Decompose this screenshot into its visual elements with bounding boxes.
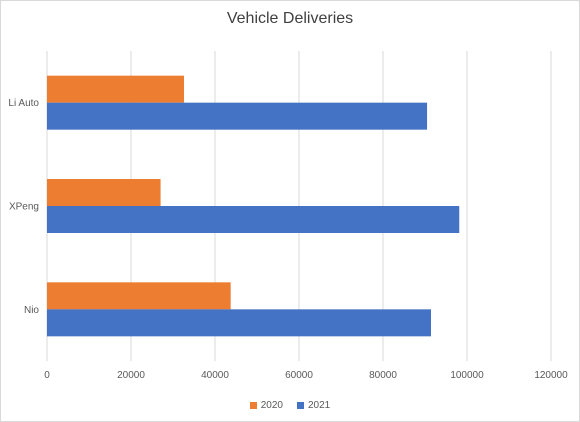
chart-title: Vehicle Deliveries — [226, 10, 354, 27]
bar-nio-2020 — [47, 282, 231, 310]
legend-swatch-2020 — [249, 402, 257, 409]
category-label-nio: Nio — [24, 305, 39, 316]
x-tick-label-120000: 120000 — [534, 370, 568, 381]
legend-item-2020: 2020 — [249, 400, 283, 411]
legend-label-2020: 2020 — [260, 400, 283, 411]
bar-li-auto-2020 — [47, 75, 185, 103]
x-tick-label-20000: 20000 — [117, 370, 145, 381]
legend-item-2021: 2021 — [297, 400, 330, 411]
legend: 2020 2021 — [1, 400, 579, 411]
bar-nio-2021 — [47, 309, 432, 337]
legend-label-2021: 2021 — [308, 400, 331, 411]
x-tick-label-60000: 60000 — [285, 370, 313, 381]
x-tick-labels: 0 20000 40000 60000 80000 100000 120000 — [44, 370, 568, 381]
bar-xpeng-2020 — [47, 179, 161, 206]
x-tick-label-100000: 100000 — [450, 370, 484, 381]
bar-li-auto-2021 — [47, 102, 428, 130]
category-label-xpeng: XPeng — [9, 202, 39, 213]
legend-swatch-2021 — [297, 402, 304, 409]
category-label-li-auto: Li Auto — [8, 98, 39, 109]
category-labels: Li Auto XPeng Nio — [8, 98, 39, 316]
x-tick-label-0: 0 — [44, 370, 50, 381]
bars — [47, 75, 460, 337]
bar-xpeng-2021 — [47, 206, 460, 233]
x-tick-label-80000: 80000 — [369, 370, 397, 381]
x-tick-label-40000: 40000 — [201, 370, 229, 381]
